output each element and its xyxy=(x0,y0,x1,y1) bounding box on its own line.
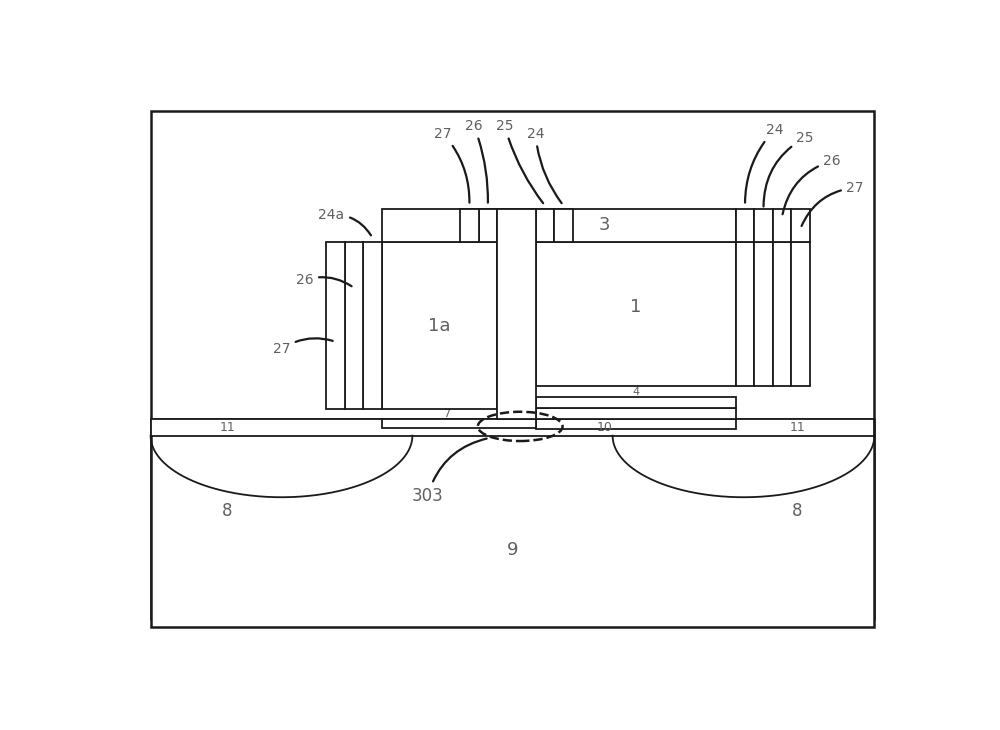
Bar xyxy=(754,242,773,386)
Text: 8: 8 xyxy=(222,502,233,520)
Text: 24: 24 xyxy=(745,123,783,203)
Text: 5: 5 xyxy=(632,398,639,407)
Bar xyxy=(460,210,479,242)
Bar xyxy=(382,419,536,428)
Bar xyxy=(326,242,345,410)
Bar xyxy=(382,210,736,242)
Bar xyxy=(536,397,736,408)
Text: 24a: 24a xyxy=(318,207,371,235)
Text: 26: 26 xyxy=(296,273,352,287)
Bar xyxy=(536,419,736,429)
Bar xyxy=(536,242,736,386)
Bar xyxy=(536,408,736,419)
Text: 9: 9 xyxy=(507,541,518,558)
Text: 26: 26 xyxy=(465,119,488,203)
Text: 7: 7 xyxy=(443,409,451,419)
Text: 27: 27 xyxy=(434,127,469,203)
Bar xyxy=(754,210,773,242)
Bar xyxy=(497,210,536,419)
Text: 11: 11 xyxy=(790,420,805,434)
Bar xyxy=(791,210,810,242)
Text: 26: 26 xyxy=(783,154,841,214)
Text: 8: 8 xyxy=(792,502,803,520)
Bar xyxy=(345,242,363,410)
Bar xyxy=(536,210,554,242)
Text: 24: 24 xyxy=(527,127,562,203)
Bar xyxy=(773,242,791,386)
Bar xyxy=(736,210,754,242)
Text: 6: 6 xyxy=(632,408,639,418)
Text: 1: 1 xyxy=(630,298,641,316)
Text: 27: 27 xyxy=(273,338,333,356)
Bar xyxy=(363,242,382,410)
Bar xyxy=(791,242,810,386)
Bar xyxy=(151,419,874,436)
Text: 27: 27 xyxy=(802,181,864,226)
Bar xyxy=(151,419,874,626)
Bar xyxy=(479,210,497,242)
Text: 25: 25 xyxy=(764,131,814,207)
Bar xyxy=(773,210,791,242)
Text: 3: 3 xyxy=(599,216,611,234)
Text: 10: 10 xyxy=(597,420,613,434)
Text: 303: 303 xyxy=(412,439,487,504)
Bar xyxy=(554,210,573,242)
Text: 1a: 1a xyxy=(428,317,451,334)
Text: 11: 11 xyxy=(220,420,235,434)
Text: 25: 25 xyxy=(496,119,543,203)
Bar xyxy=(382,242,497,410)
Bar xyxy=(736,242,754,386)
Text: 4: 4 xyxy=(632,387,639,396)
